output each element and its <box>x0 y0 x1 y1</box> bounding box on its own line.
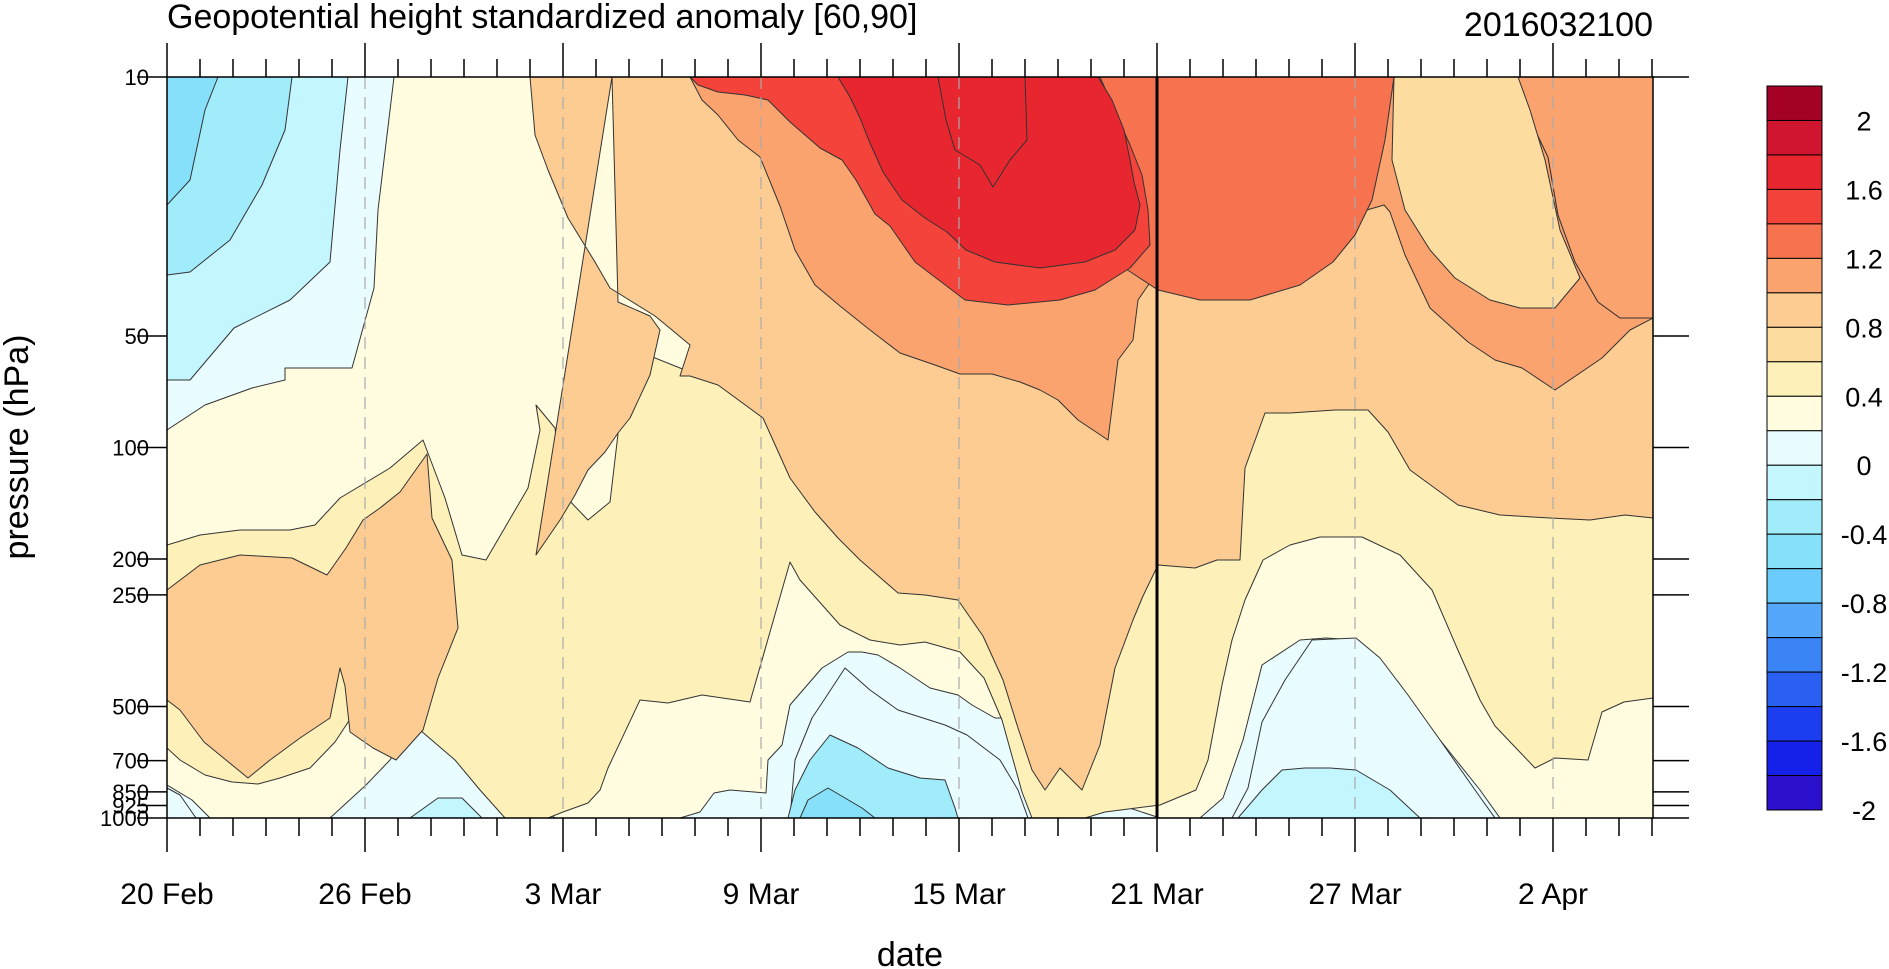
x-tick-label: 2 Apr <box>1518 878 1588 911</box>
colorbar-swatch <box>1766 464 1823 501</box>
colorbar-swatch <box>1766 119 1823 156</box>
colorbar-swatch <box>1766 775 1823 811</box>
y-tick-label: 200 <box>112 547 149 572</box>
contour-pocket-neg-c <box>799 787 876 818</box>
x-tick-label: 21 Mar <box>1110 878 1203 911</box>
colorbar-swatch <box>1766 154 1823 190</box>
colorbar-label: 1.2 <box>1845 244 1883 274</box>
chart-title: Geopotential height standardized anomaly… <box>167 0 917 36</box>
x-axis-label: date <box>877 936 943 969</box>
x-tick-label: 15 Mar <box>912 878 1005 911</box>
colorbar-label: 1.6 <box>1845 175 1883 205</box>
contour-pocket-neg-g <box>167 787 197 818</box>
colorbar-swatch <box>1766 499 1823 535</box>
contour-band-pos-20 <box>937 77 1028 188</box>
contour-band-neg-12 <box>167 77 219 206</box>
colorbar-label: -1.2 <box>1841 658 1888 688</box>
colorbar-label: 0.4 <box>1845 382 1883 412</box>
y-tick-label: 250 <box>112 583 149 608</box>
colorbar-swatch <box>1766 706 1823 742</box>
colorbar-swatch <box>1766 361 1823 397</box>
y-axis-label: pressure (hPa) <box>0 335 36 560</box>
y-tick-label: 500 <box>112 694 149 719</box>
colorbar-swatch <box>1766 637 1823 673</box>
colorbar-label: -2 <box>1852 796 1876 826</box>
contour-pocket-neg-f <box>409 797 483 818</box>
colorbar-swatch <box>1766 602 1823 639</box>
colorbar-swatch <box>1766 533 1823 570</box>
colorbar-label: 0 <box>1856 451 1871 481</box>
x-tick-label: 20 Feb <box>120 878 213 911</box>
x-tick-label: 26 Feb <box>318 878 411 911</box>
date-gridlines <box>364 77 1554 818</box>
colorbar-label: -1.6 <box>1841 727 1888 757</box>
date-code: 2016032100 <box>1464 6 1653 44</box>
colorbar-swatch <box>1766 326 1823 363</box>
y-tick-label: 1000 <box>100 806 149 831</box>
x-tick-label: 9 Mar <box>723 878 800 911</box>
y-tick-label: 925 <box>112 793 149 818</box>
colorbar-swatch <box>1766 740 1823 777</box>
colorbar-label: -0.4 <box>1841 520 1888 550</box>
x-tick-label: 27 Mar <box>1308 878 1401 911</box>
y-tick-label: 100 <box>112 436 149 461</box>
colorbar-swatch <box>1766 223 1823 259</box>
contour-pocket-neg-e <box>1237 767 1421 818</box>
contour-band-mid-08 <box>1391 77 1581 309</box>
colorbar-swatch <box>1766 188 1823 225</box>
y-tick-label: 10 <box>125 65 149 90</box>
colorbar-swatch <box>1766 568 1823 604</box>
y-tick-label: 700 <box>112 749 149 774</box>
colorbar-swatch <box>1766 430 1823 466</box>
colorbar: 2 1.6 1.2 0.8 0.4 0 -0.4 -0.8 -1.2 -1.6 -2 <box>1766 85 1888 826</box>
colorbar-label: -0.8 <box>1841 589 1888 619</box>
colorbar-swatch <box>1766 671 1823 708</box>
colorbar-label: 2 <box>1856 106 1871 136</box>
y-tick-label: 50 <box>125 324 149 349</box>
colorbar-swatch <box>1766 395 1823 432</box>
colorbar-swatch <box>1766 85 1823 121</box>
colorbar-label: 0.8 <box>1845 313 1883 343</box>
colorbar-swatch <box>1766 257 1823 294</box>
contour-fill-layer <box>167 77 1653 818</box>
x-tick-label: 3 Mar <box>525 878 602 911</box>
y-tick-label: 850 <box>112 780 149 805</box>
x-axis: 20 Feb 26 Feb 3 Mar 9 Mar 15 Mar 21 Mar 27 Mar… <box>120 43 1653 911</box>
colorbar-swatch <box>1766 292 1823 328</box>
